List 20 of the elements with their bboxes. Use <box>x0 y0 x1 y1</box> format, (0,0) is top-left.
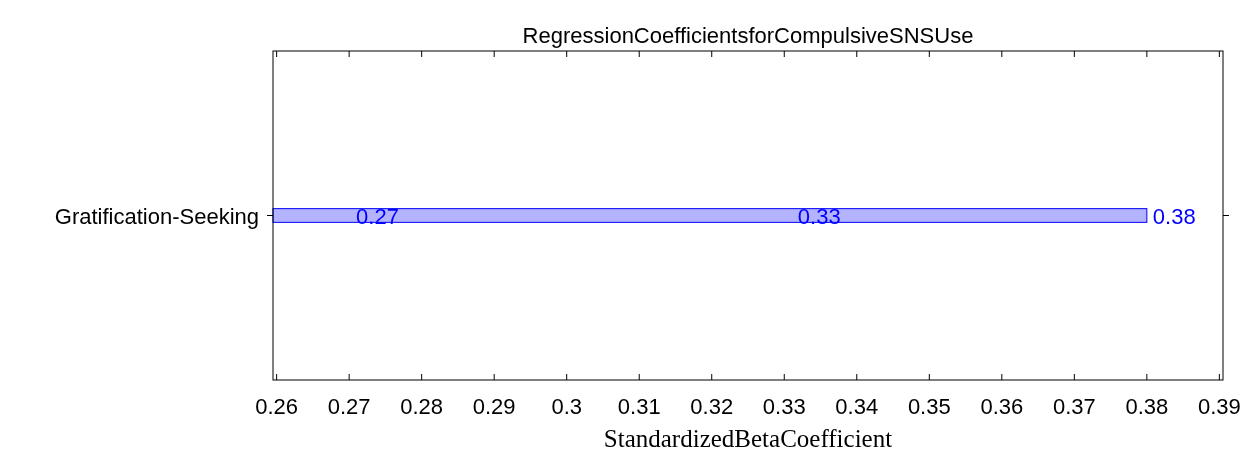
x-axis-title: StandardizedBetaCoefficient <box>603 425 893 452</box>
x-tick-label: 0.29 <box>472 394 516 419</box>
x-tick-label: 0.36 <box>980 394 1024 419</box>
x-tick-label: 0.38 <box>1125 394 1169 419</box>
x-tick-label: 0.3 <box>551 394 582 419</box>
x-tick-label: 0.28 <box>400 394 444 419</box>
annotation: 0.27 <box>356 203 399 229</box>
x-tick-label: 0.37 <box>1052 394 1096 419</box>
data-label: 0.38 <box>1152 203 1196 229</box>
x-tick-label: 0.26 <box>255 394 299 419</box>
x-tick-label: 0.35 <box>907 394 951 419</box>
x-tick-label: 0.32 <box>690 394 734 419</box>
annotation: 0.33 <box>797 203 841 229</box>
x-tick-label: 0.39 <box>1197 394 1241 419</box>
y-tick-label: Gratification-Seeking <box>54 203 259 229</box>
chart-title: RegressionCoefficientsforCompulsiveSNSUse <box>522 23 974 48</box>
x-tick-label: 0.27 <box>327 394 371 419</box>
x-tick-label: 0.34 <box>835 394 879 419</box>
x-tick-label: 0.31 <box>617 394 661 419</box>
x-tick-label: 0.33 <box>762 394 806 419</box>
